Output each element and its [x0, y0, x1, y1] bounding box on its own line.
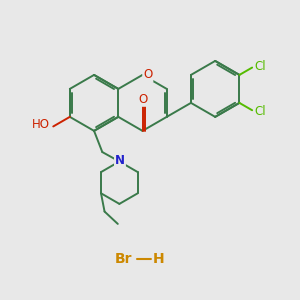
Text: O: O	[138, 93, 147, 106]
Text: Br: Br	[115, 252, 132, 266]
Text: N: N	[115, 154, 125, 166]
Text: O: O	[143, 68, 152, 81]
Text: Cl: Cl	[255, 105, 266, 118]
Text: Cl: Cl	[255, 60, 266, 73]
Text: H: H	[153, 252, 165, 266]
Text: HO: HO	[32, 118, 50, 131]
